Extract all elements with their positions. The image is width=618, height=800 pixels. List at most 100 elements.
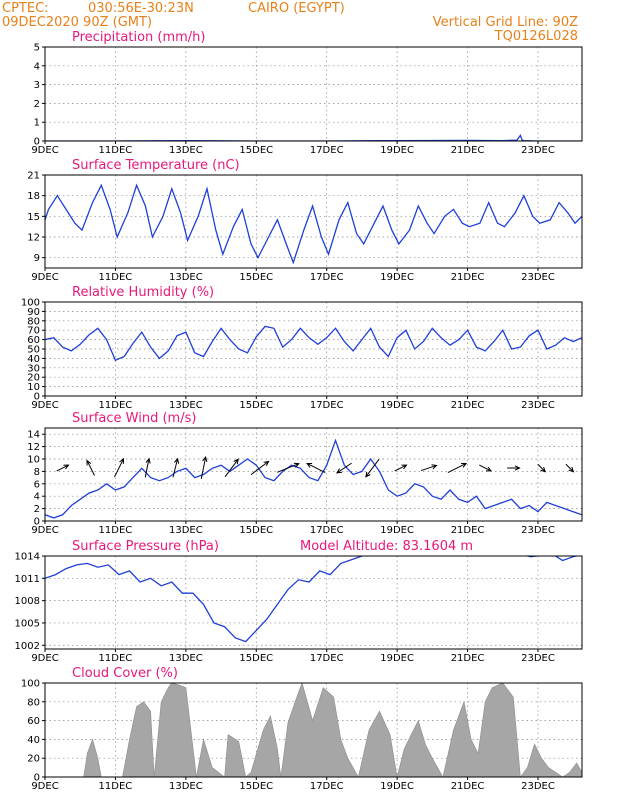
- wind-arrow-shaft: [113, 458, 124, 478]
- x-tick-label: 11DEC: [99, 400, 133, 411]
- x-tick-label: 23DEC: [521, 400, 555, 411]
- x-tick-label: 17DEC: [310, 781, 344, 792]
- y-tick-label: 80: [27, 697, 40, 708]
- wind-arrow-shaft: [447, 463, 467, 473]
- wind-arrow: [56, 464, 70, 472]
- x-tick-label: 21DEC: [451, 272, 485, 283]
- x-tick-label: 9DEC: [31, 400, 58, 411]
- x-tick-label: 11DEC: [99, 781, 133, 792]
- y-tick-label: 40: [27, 735, 40, 746]
- y-tick-label: 3: [34, 80, 40, 91]
- y-tick-label: 60: [27, 716, 40, 727]
- y-tick-label: 30: [27, 363, 40, 374]
- wind-arrow-shaft: [365, 458, 380, 478]
- wind-arrow: [250, 460, 270, 476]
- x-tick-label: 11DEC: [99, 272, 133, 283]
- wind-arrow-shaft: [86, 460, 95, 476]
- x-tick-label: 17DEC: [310, 400, 344, 411]
- panel-title: Cloud Cover (%): [72, 666, 178, 681]
- series-temp: [45, 183, 582, 265]
- wind-arrow: [507, 465, 521, 471]
- wind-arrow-head: [486, 466, 493, 472]
- x-tick-label: 11DEC: [99, 653, 133, 664]
- header-location: CAIRO (EGYPT): [248, 1, 345, 16]
- y-tick-label: 18: [27, 191, 40, 202]
- wind-arrow-shaft: [172, 458, 179, 478]
- wind-arrow-head: [263, 460, 270, 467]
- wind-arrow-shaft: [250, 460, 269, 476]
- y-tick-label: 0: [34, 392, 40, 403]
- wind-arrow-head: [568, 466, 575, 473]
- wind-arrow-head: [365, 471, 371, 478]
- x-tick-label: 13DEC: [169, 272, 203, 283]
- y-tick-label: 2: [34, 99, 40, 110]
- x-tick-label: 15DEC: [239, 781, 273, 792]
- y-tick-label: 0: [34, 773, 40, 784]
- y-tick-label: 10: [27, 382, 40, 393]
- x-tick-label: 11DEC: [99, 145, 133, 156]
- wind-arrow: [306, 463, 326, 473]
- wind-arrow-shaft: [394, 464, 407, 472]
- x-tick-label: 17DEC: [310, 145, 344, 156]
- wind-arrow-shaft: [224, 458, 239, 478]
- wind-arrow-shaft: [56, 464, 69, 472]
- y-tick-label: 20: [27, 373, 40, 384]
- panel-rh: 9DEC 11DEC 13DEC 15DEC 17DEC 19DEC 21DEC 23DEC 0…: [21, 285, 583, 411]
- y-tick-label: 60: [27, 335, 40, 346]
- x-tick-label: 19DEC: [380, 272, 414, 283]
- x-tick-label: 17DEC: [310, 272, 344, 283]
- panel-frame: [44, 46, 583, 142]
- wind-arrow: [172, 457, 180, 478]
- x-tick-label: 15DEC: [239, 653, 273, 664]
- panel-title: Surface Temperature (nC): [72, 158, 240, 173]
- wind-arrow-head: [306, 463, 313, 468]
- header-run: 09DEC2020 90Z (GMT): [2, 15, 152, 30]
- y-tick-label: 1011: [15, 574, 40, 585]
- wind-arrow-shaft: [336, 462, 352, 474]
- wind-arrow-head: [336, 468, 343, 474]
- x-tick-label: 15DEC: [239, 400, 273, 411]
- wind-arrow-head: [401, 464, 408, 470]
- x-tick-label: 17DEC: [310, 653, 344, 664]
- panel-title: Surface Wind (m/s): [72, 411, 196, 426]
- panel-title: Precipitation (mm/h): [72, 30, 205, 45]
- x-tick-label: 19DEC: [380, 145, 414, 156]
- x-tick-label: 9DEC: [31, 525, 58, 536]
- panel-cloud: 9DEC 11DEC 13DEC 15DEC 17DEC 19DEC 21DEC 23DEC 0…: [21, 666, 583, 792]
- wind-arrow-head: [86, 459, 92, 466]
- wind-arrow: [479, 464, 493, 472]
- wind-arrow: [447, 463, 468, 473]
- wind-arrow-shaft: [144, 458, 150, 478]
- wind-arrow-head: [293, 462, 300, 468]
- y-tick-label: 70: [27, 326, 40, 337]
- wind-arrow: [336, 462, 352, 474]
- x-tick-label: 23DEC: [521, 525, 555, 536]
- wind-arrow: [394, 464, 408, 472]
- panel-wind: 9DEC 11DEC 13DEC 15DEC 17DEC 19DEC 21DEC 23DEC 0…: [27, 411, 583, 536]
- y-tick-label: 9: [34, 253, 40, 264]
- x-tick-label: 21DEC: [451, 781, 485, 792]
- y-tick-label: 5: [34, 43, 40, 54]
- y-tick-label: 1008: [15, 596, 40, 607]
- wind-arrow: [537, 463, 547, 473]
- panel-frame: [44, 682, 583, 778]
- wind-arrow-head: [174, 457, 180, 464]
- x-tick-label: 9DEC: [31, 145, 58, 156]
- y-tick-label: 8: [34, 467, 40, 478]
- x-tick-label: 19DEC: [380, 781, 414, 792]
- series-cloud: [45, 683, 582, 777]
- wind-arrow-head: [202, 455, 208, 463]
- header-source: CPTEC:: [2, 1, 49, 16]
- panel-frame: [44, 301, 583, 397]
- wind-arrow-head: [145, 457, 151, 464]
- wind-arrow-head: [63, 464, 70, 470]
- panel-annotation: Model Altitude: 83.1604 m: [300, 539, 473, 554]
- y-tick-label: 80: [27, 316, 40, 327]
- x-tick-label: 21DEC: [451, 145, 485, 156]
- x-tick-label: 23DEC: [521, 781, 555, 792]
- wind-arrow: [565, 463, 575, 473]
- x-tick-label: 21DEC: [451, 525, 485, 536]
- y-tick-label: 0: [34, 517, 40, 528]
- wind-arrow: [276, 462, 300, 473]
- wind-arrow: [200, 455, 208, 480]
